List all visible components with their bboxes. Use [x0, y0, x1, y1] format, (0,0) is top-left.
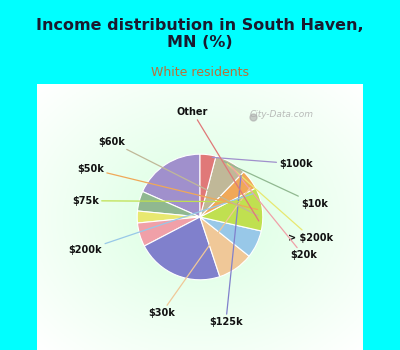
Text: Income distribution in South Haven,
MN (%): Income distribution in South Haven, MN (… — [36, 18, 364, 50]
Text: $60k: $60k — [98, 136, 258, 216]
Text: City-Data.com: City-Data.com — [249, 110, 313, 119]
Text: $10k: $10k — [224, 161, 328, 209]
Wedge shape — [138, 191, 200, 217]
Text: Other: Other — [177, 107, 259, 221]
Wedge shape — [200, 154, 216, 217]
Text: $200k: $200k — [69, 194, 253, 255]
Wedge shape — [200, 172, 256, 217]
Text: $50k: $50k — [77, 164, 258, 210]
Wedge shape — [144, 217, 220, 280]
Wedge shape — [137, 211, 200, 223]
Wedge shape — [200, 188, 263, 231]
Wedge shape — [200, 217, 249, 276]
Wedge shape — [138, 217, 200, 246]
Text: > $200k: > $200k — [227, 164, 333, 243]
Text: $100k: $100k — [212, 158, 313, 169]
Text: White residents: White residents — [151, 66, 249, 79]
Text: $30k: $30k — [148, 188, 250, 318]
Text: $20k: $20k — [231, 166, 317, 260]
Wedge shape — [200, 217, 261, 256]
Wedge shape — [200, 156, 244, 217]
Wedge shape — [142, 154, 200, 217]
Text: $125k: $125k — [209, 175, 243, 327]
Text: $75k: $75k — [72, 196, 256, 206]
